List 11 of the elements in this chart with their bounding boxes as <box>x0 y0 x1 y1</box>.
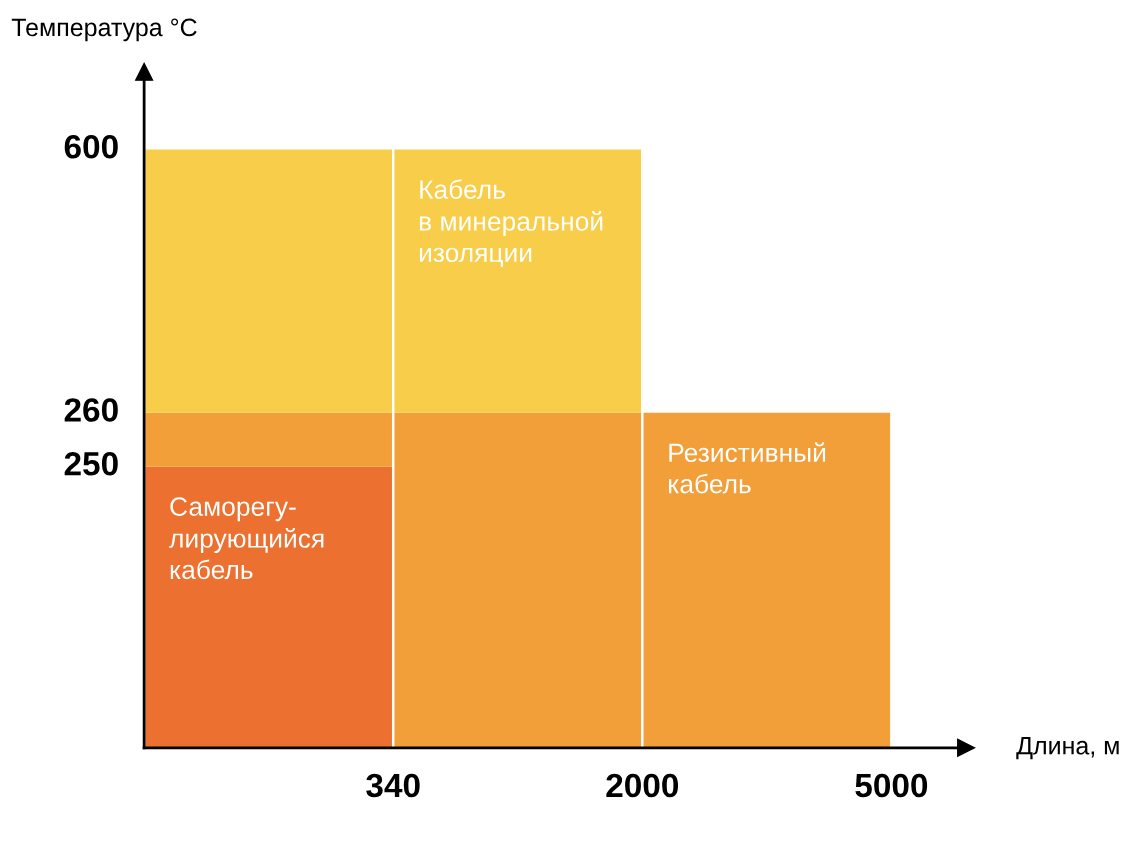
x-tick-label: 2000 <box>606 773 679 798</box>
text: 250 <box>64 452 118 476</box>
x-tick-label: 340 <box>366 773 420 798</box>
series-label: Саморегу- лирующийся кабель <box>169 497 324 580</box>
x-axis-title: Длина, м <box>1016 737 1119 760</box>
series-label: Резистивный кабель <box>668 442 826 494</box>
y-axis-title: Температура °C <box>11 18 197 42</box>
text: 260 <box>64 398 118 422</box>
text: 600 <box>64 134 118 159</box>
x-tick-label: 5000 <box>855 773 928 798</box>
series-label: Кабель в минеральной изоляции <box>419 179 603 268</box>
